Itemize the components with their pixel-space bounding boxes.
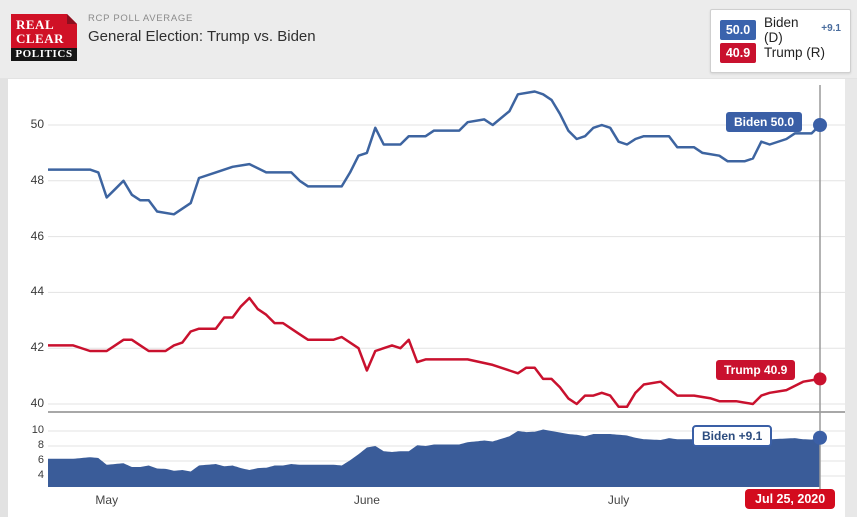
ytick-spread-8: 8: [37, 439, 44, 451]
biden-spread-value: +9.1: [821, 23, 841, 34]
ytick-main-48: 48: [30, 172, 44, 187]
spread-area: [48, 429, 820, 487]
ytick-main-42: 42: [30, 340, 44, 355]
logo-line-real: REAL: [16, 17, 55, 32]
xtick-june: June: [353, 493, 380, 507]
ytick-spread-10: 10: [31, 424, 44, 436]
logo-line-clear: CLEAR: [16, 31, 65, 46]
ytick-main-50: 50: [30, 117, 44, 131]
trump-legend-label: Trump (R): [764, 45, 825, 60]
biden-legend-label: Biden (D): [764, 14, 799, 45]
biden-line: [48, 90, 821, 216]
ytick-main-40: 40: [30, 396, 44, 410]
cursor-date-badge: Jul 25, 2020: [745, 489, 836, 509]
xtick-may: May: [95, 493, 119, 507]
rcp-logo[interactable]: REAL CLEAR POLITICS: [11, 14, 77, 61]
right-edge-strip: [845, 0, 857, 517]
rcp-logo-red-box: REAL CLEAR: [11, 14, 77, 48]
logo-fold-corner: [67, 14, 77, 24]
ytick-main-44: 44: [30, 284, 44, 299]
spread-endpoint-dot: [813, 430, 827, 445]
left-edge-strip: [0, 0, 8, 517]
trump-line: [48, 296, 821, 409]
ytick-spread-6: 6: [37, 454, 44, 466]
biden-endpoint-dot: [813, 118, 827, 132]
biden-endpoint-label: Biden 50.0: [726, 112, 803, 132]
spread-endpoint-label: Biden +9.1: [692, 425, 773, 447]
legend-row-trump: 40.9 Trump (R): [720, 42, 841, 63]
trump-endpoint-dot: [813, 372, 827, 386]
legend-row-biden: 50.0 Biden (D) +9.1: [720, 15, 841, 45]
ytick-main-46: 46: [30, 228, 44, 243]
ytick-spread-4: 4: [37, 469, 44, 481]
xtick-july: July: [607, 493, 630, 507]
trump-endpoint-label: Trump 40.9: [716, 360, 796, 380]
chart-kicker: RCP POLL AVERAGE: [88, 13, 194, 24]
legend-box: 50.0 Biden (D) +9.1 40.9 Trump (R): [710, 9, 851, 73]
biden-value-badge: 50.0: [720, 19, 756, 40]
chart-canvas[interactable]: [0, 80, 857, 517]
trump-value-badge: 40.9: [720, 42, 756, 63]
chart-title: General Election: Trump vs. Biden: [88, 28, 316, 45]
logo-line-politics: POLITICS: [11, 48, 77, 61]
